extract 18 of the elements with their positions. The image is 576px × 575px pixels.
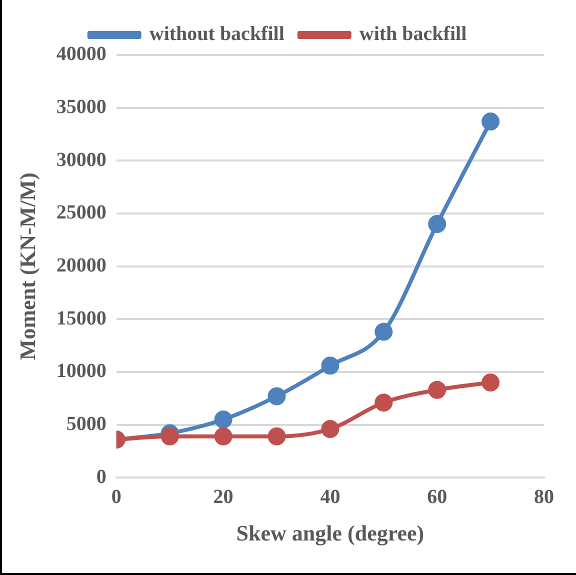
y-tick-label: 10000 xyxy=(56,360,106,382)
y-axis-title: Moment (KN-M/M) xyxy=(14,172,40,360)
x-tick-label: 20 xyxy=(213,486,234,508)
y-tick-label: 35000 xyxy=(56,96,106,118)
y-tick-label: 15000 xyxy=(56,307,106,330)
y-tick-label: 20000 xyxy=(56,254,106,276)
y-tick-label: 0 xyxy=(96,466,106,488)
y-tick-label: 30000 xyxy=(56,148,106,171)
legend-label: without backfill xyxy=(149,23,285,46)
y-tick-label: 5000 xyxy=(66,412,106,435)
x-axis-title: Skew angle (degree) xyxy=(236,520,424,546)
y-tick-label: 25000 xyxy=(56,202,106,224)
y-tick-label: 40000 xyxy=(56,43,106,66)
x-tick-label: 40 xyxy=(320,486,340,508)
legend-label: with backfill xyxy=(359,23,468,46)
x-tick-label: 80 xyxy=(534,486,554,508)
x-tick-label: 60 xyxy=(427,486,448,508)
x-tick-label: 0 xyxy=(111,486,122,508)
